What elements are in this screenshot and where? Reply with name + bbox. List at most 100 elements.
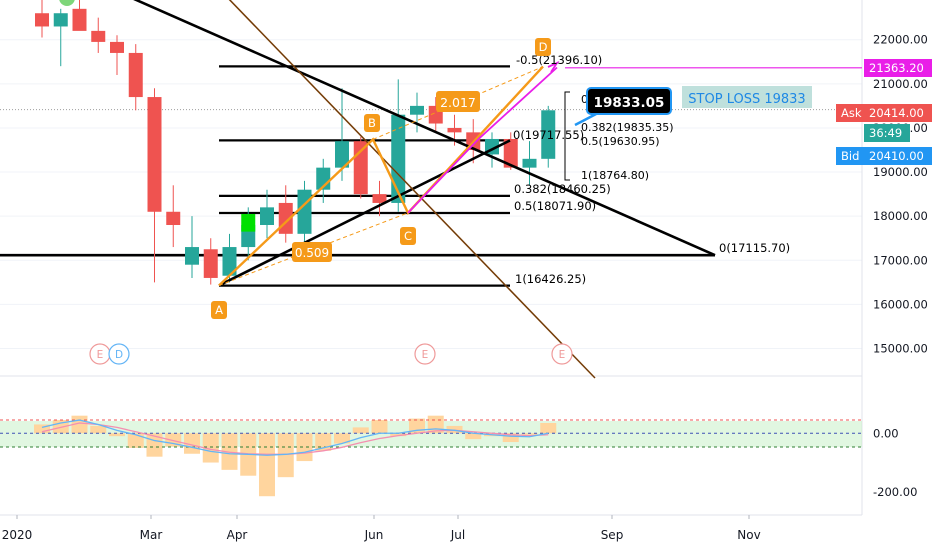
highlight-candle [241, 213, 256, 232]
event-marker-circle-1 [108, 343, 130, 365]
candle-7 [166, 211, 181, 225]
candle-4 [110, 41, 124, 53]
point-a-box [211, 301, 227, 319]
ab-ratio-box [292, 242, 332, 262]
bid-price-tag: 20410.00 [869, 149, 924, 163]
osc-tick-0: 0.00 [873, 426, 899, 440]
candle-16 [335, 141, 349, 168]
fib-label-ac-0: 0(17115.70) [719, 241, 790, 255]
point-c-box [400, 227, 416, 245]
osc-bar-3 [90, 425, 107, 434]
time-axis[interactable]: 2020 Mar Apr Jun Jul Sep Nov [2, 515, 761, 542]
candle-25 [503, 138, 518, 168]
osc-fast-line [41, 419, 549, 456]
time-tick-0: 2020 [2, 528, 33, 542]
candle-0 [35, 13, 49, 27]
candle-8 [185, 247, 199, 265]
fib-label-d-ext: -0.5(21396.10) [516, 53, 602, 67]
ab-ratio: 0.509 [295, 246, 329, 260]
price-tick-0: 22000.00 [873, 33, 928, 47]
price-tick-4: 18000.00 [873, 209, 928, 223]
stop-loss-box [682, 86, 812, 108]
ask-label: Ask [841, 106, 862, 120]
last-price-callout: 19833.05 [594, 95, 665, 111]
ascending-trendline [218, 139, 511, 287]
osc-bar-26 [521, 433, 538, 435]
osc-bar-22 [446, 425, 463, 434]
point-b-box [364, 114, 380, 132]
bid-label-bg [836, 147, 864, 165]
bc-ratio: 2.017 [440, 95, 476, 110]
ask-price-tag: 20414.00 [869, 106, 924, 120]
osc-bar-17 [352, 427, 369, 434]
bc-ratio-box [436, 91, 480, 112]
candle-3 [91, 30, 106, 42]
candle-1 [53, 13, 68, 27]
osc-bar-18 [371, 420, 388, 434]
brown-trendline-shadow [229, 0, 596, 379]
ask-price-tag-bg [864, 104, 932, 122]
candle-18 [372, 194, 387, 203]
price-tick-3: 19000.00 [873, 165, 928, 179]
candle-14 [297, 189, 312, 234]
osc-bar-9 [202, 433, 219, 463]
osc-bar-12 [259, 433, 275, 497]
oscillator-lines [0, 419, 862, 456]
price-tick-6: 16000.00 [873, 297, 928, 311]
target-price-tag-bg [864, 59, 932, 77]
price-axis[interactable]: 22000.0021000.0020000.0019000.0018000.00… [836, 0, 932, 550]
stop-loss-label: STOP LOSS 19833 [688, 92, 805, 107]
event-marker-0: E [97, 349, 104, 361]
candle-22 [447, 127, 462, 133]
grid [0, 0, 863, 516]
time-tick-2: Apr [227, 528, 248, 542]
countdown-tag: 36:49 [869, 126, 902, 140]
fib-label-cd-0382: 0.382(19835.35) [581, 121, 674, 134]
last-price-callout-box [586, 87, 672, 115]
osc-tick-1: -200.00 [873, 485, 917, 499]
xabcd-pattern [218, 65, 544, 287]
price-tick-7: 15000.00 [873, 342, 928, 356]
bid-label: Bid [841, 149, 859, 163]
fib-label-ac-1: 1(16426.25) [515, 272, 586, 286]
osc-bar-10 [221, 433, 238, 470]
event-marker-circle-2 [414, 343, 436, 365]
candle-6 [147, 97, 162, 212]
event-marker-2: E [422, 349, 429, 361]
osc-bar-5 [127, 433, 144, 448]
candles [35, 0, 556, 285]
candle-20 [410, 105, 424, 115]
price-tick-1: 21000.00 [873, 77, 928, 91]
projection-leg [407, 66, 558, 214]
time-tick-6: Nov [737, 528, 760, 542]
time-tick-4: Jul [450, 528, 465, 542]
osc-bar-19 [390, 433, 407, 437]
ask-label-bg [836, 104, 864, 122]
event-marker-circle-3 [551, 343, 573, 365]
candle-19 [391, 114, 406, 203]
candle-5 [128, 52, 143, 98]
time-tick-3: Jun [364, 528, 384, 542]
descending-trendline [133, 0, 716, 257]
osc-bar-16 [334, 433, 350, 444]
point-a: A [215, 303, 223, 317]
countdown-tag-bg [864, 124, 910, 142]
candle-10 [222, 247, 237, 276]
fib-bracket [564, 91, 570, 181]
osc-bar-0 [34, 424, 50, 434]
point-d: D [539, 40, 548, 54]
fib-label-ac-0382: 0.382(18460.25) [514, 182, 611, 196]
price-tick-5: 17000.00 [873, 253, 928, 267]
bid-price-tag-bg [864, 147, 932, 165]
osc-bar-4 [109, 433, 125, 437]
fib-label-ac-05: 0.5(18071.90) [514, 199, 596, 213]
time-tick-5: Sep [601, 528, 624, 542]
event-marker-1: D [115, 349, 123, 361]
osc-bar-13 [277, 433, 294, 478]
price-axis-bg [863, 0, 932, 550]
projection-arrowhead [547, 60, 560, 73]
fib-label-cd-05: 0.5(19630.95) [581, 135, 660, 148]
candle-17 [353, 141, 368, 195]
